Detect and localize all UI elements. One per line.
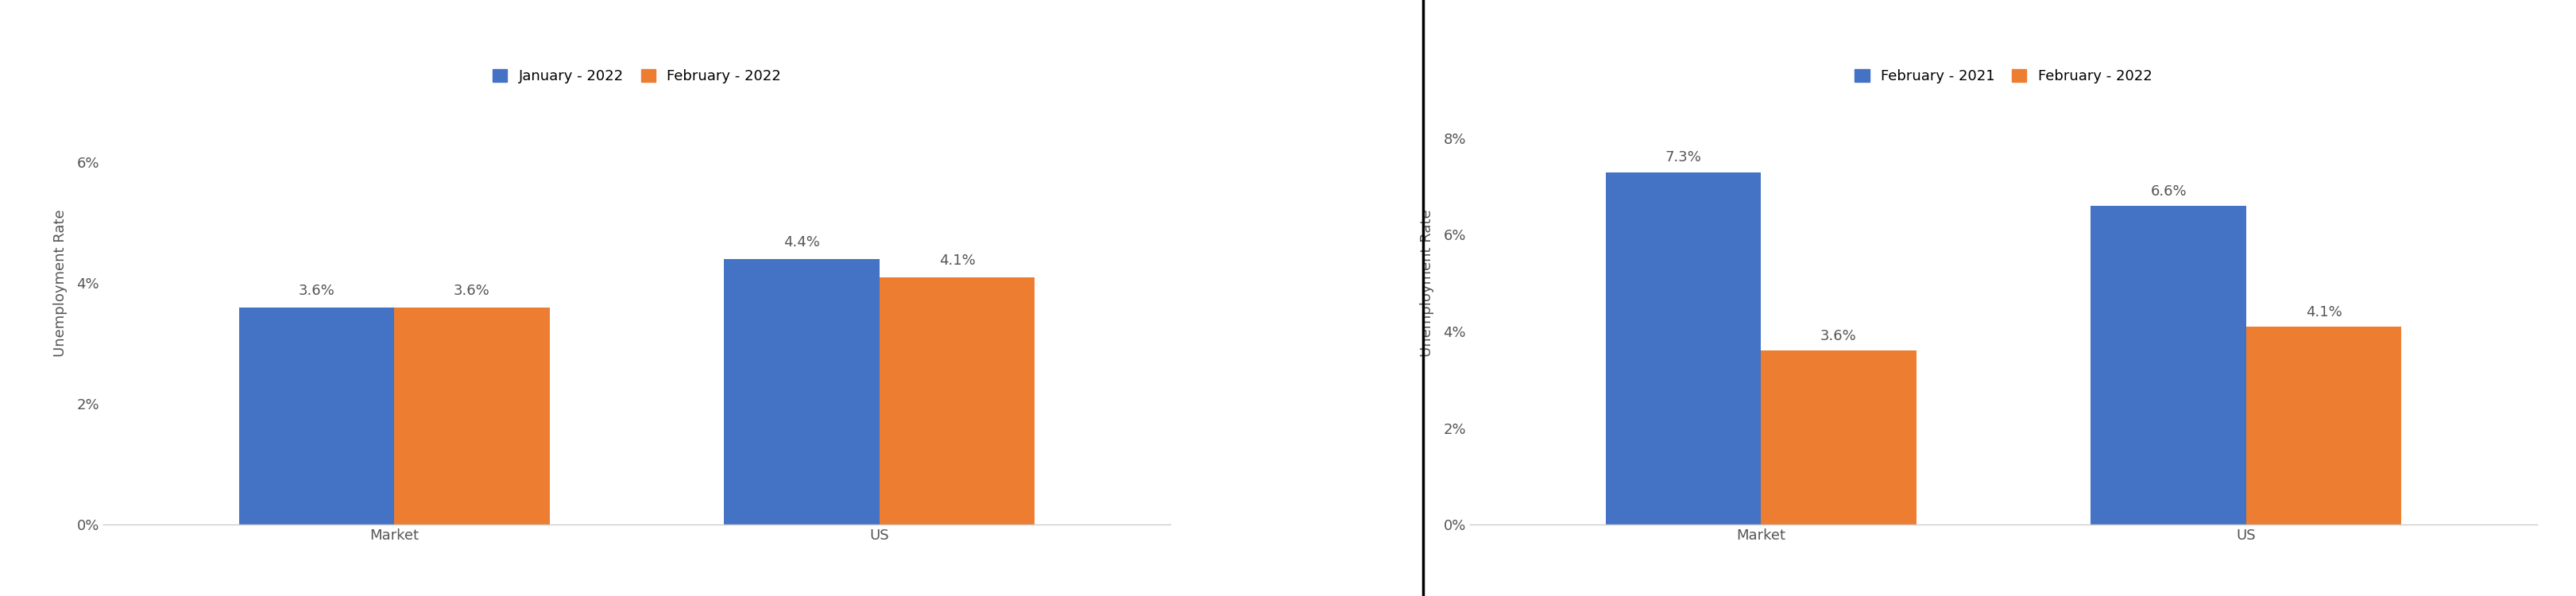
Y-axis label: Unemployment Rate: Unemployment Rate — [1419, 209, 1435, 357]
Legend: January - 2022, February - 2022: January - 2022, February - 2022 — [487, 63, 786, 89]
Bar — [394, 308, 549, 524]
Text: 7.3%: 7.3% — [1664, 151, 1700, 165]
Bar — [2246, 327, 2401, 524]
Bar — [724, 259, 878, 524]
Y-axis label: Unemployment Rate: Unemployment Rate — [54, 209, 67, 357]
Text: 6.6%: 6.6% — [2151, 184, 2187, 198]
Text: 3.6%: 3.6% — [453, 284, 489, 298]
Bar — [240, 308, 394, 524]
Bar — [1762, 350, 1917, 524]
Legend: February - 2021, February - 2022: February - 2021, February - 2022 — [1850, 63, 2159, 89]
Text: 4.1%: 4.1% — [2306, 305, 2342, 319]
Bar — [878, 277, 1036, 524]
Bar — [2092, 206, 2246, 524]
Text: 4.1%: 4.1% — [940, 254, 976, 268]
Text: 3.6%: 3.6% — [1821, 329, 1857, 343]
Text: 4.4%: 4.4% — [783, 235, 819, 250]
Bar — [1605, 172, 1762, 524]
Text: 3.6%: 3.6% — [299, 284, 335, 298]
